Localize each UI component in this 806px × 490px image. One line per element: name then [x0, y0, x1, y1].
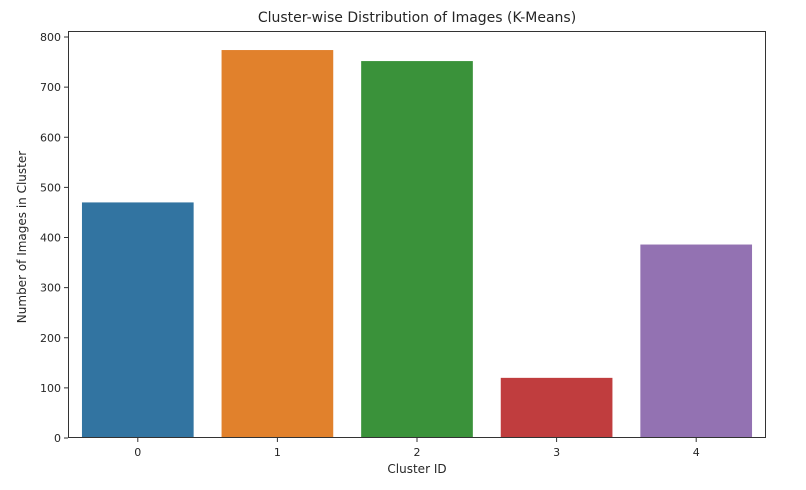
y-tick-label: 700: [40, 81, 61, 94]
plot-frame: [68, 31, 766, 438]
bar-cluster-0: [81, 202, 194, 438]
x-tick-label: 2: [414, 446, 421, 459]
bar-cluster-1: [221, 50, 334, 438]
x-axis-label: Cluster ID: [387, 462, 446, 476]
bar-cluster-2: [361, 61, 473, 439]
y-tick-label: 500: [40, 181, 61, 194]
x-tick-label: 4: [693, 446, 700, 459]
x-tick-label: 0: [134, 446, 141, 459]
x-tick-label: 3: [553, 446, 560, 459]
x-tick-label: 1: [274, 446, 281, 459]
x-axis-ticks: 0 1 2 3 4: [134, 438, 700, 459]
y-tick-label: 800: [40, 31, 61, 44]
y-tick-label: 200: [40, 332, 61, 345]
bar-cluster-3: [500, 377, 613, 438]
y-tick-label: 400: [40, 232, 61, 245]
y-axis-label: Number of Images in Cluster: [15, 151, 29, 323]
y-tick-label: 100: [40, 382, 61, 395]
bars: [81, 50, 753, 439]
y-axis-ticks: 0 100 200 300 400 500 600 700 800: [40, 31, 68, 445]
y-tick-label: 0: [54, 432, 61, 445]
y-tick-label: 300: [40, 282, 61, 295]
y-tick-label: 600: [40, 131, 61, 144]
bar-cluster-4: [640, 244, 753, 438]
chart-title: Cluster-wise Distribution of Images (K-M…: [258, 10, 576, 26]
